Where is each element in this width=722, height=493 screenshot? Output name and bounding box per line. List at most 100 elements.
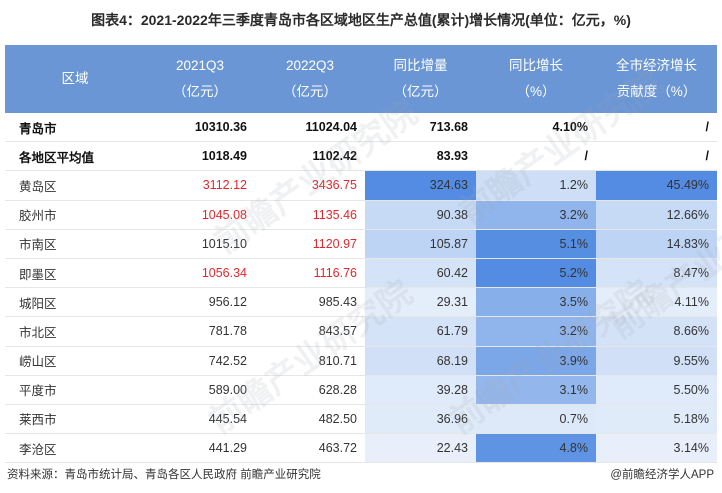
cell-growth: 5.2%: [476, 258, 596, 289]
table-row: 莱西市 445.54 482.50 36.96 0.7% 5.18%: [5, 404, 717, 435]
column-header-label: 全市经济增长: [616, 58, 697, 73]
cell-v2022: 843.57: [255, 316, 365, 347]
cell-v2021: 956.12: [145, 287, 255, 318]
cell-v2021: 1045.08: [145, 200, 255, 230]
column-header-0: 区域: [5, 45, 145, 113]
table-body: 青岛市 10310.36 11024.04 713.68 4.10% / 各地区平均值 101…: [5, 113, 717, 464]
column-header-3: 同比增量 （亿元）: [365, 45, 476, 113]
source-note: 资料来源：青岛市统计局、青岛各区人民政府 前瞻产业研究院: [7, 469, 321, 481]
cell-v2021: 441.29: [145, 433, 255, 464]
cell-region: 各地区平均值: [5, 141, 145, 172]
cell-v2021: 1015.10: [145, 229, 255, 259]
cell-v2021: 445.54: [145, 404, 255, 435]
cell-v2022: 1102.42: [255, 141, 365, 172]
cell-region: 即墨区: [5, 258, 145, 289]
column-header-label: 2022Q3: [285, 58, 335, 73]
data-table: 区域 2021Q3 （亿元） 2022Q3 （亿元） 同比增量 （亿元） 同比增长 （%） 全市经…: [5, 45, 717, 464]
cell-contribution: 45.49%: [596, 170, 717, 201]
column-header-unit: （亿元）: [393, 84, 448, 99]
cell-contribution: 5.50%: [596, 375, 717, 405]
cell-growth: /: [476, 141, 596, 172]
cell-v2022: 810.71: [255, 346, 365, 376]
cell-contribution: /: [596, 113, 717, 143]
table-row: 青岛市 10310.36 11024.04 713.68 4.10% /: [5, 113, 717, 143]
cell-increase: 83.93: [365, 141, 476, 172]
cell-region: 平度市: [5, 375, 145, 405]
cell-increase: 36.96: [365, 404, 476, 435]
cell-v2022: 1135.46: [255, 200, 365, 230]
table-row: 李沧区 441.29 463.72 22.43 4.8% 3.14%: [5, 433, 717, 464]
cell-growth: 4.8%: [476, 433, 596, 464]
column-header-unit: （亿元）: [283, 84, 337, 99]
cell-contribution: 3.14%: [596, 433, 717, 464]
cell-increase: 29.31: [365, 287, 476, 318]
table-row: 平度市 589.00 628.28 39.28 3.1% 5.50%: [5, 375, 717, 405]
column-header-label: 2021Q3: [175, 58, 225, 73]
table-row: 市南区 1015.10 1120.97 105.87 5.1% 14.83%: [5, 229, 717, 259]
cell-increase: 105.87: [365, 229, 476, 259]
cell-contribution: /: [596, 141, 717, 172]
cell-growth: 1.2%: [476, 170, 596, 201]
cell-v2022: 1120.97: [255, 229, 365, 259]
cell-growth: 0.7%: [476, 404, 596, 435]
column-header-label: 同比增量: [393, 58, 448, 73]
cell-growth: 3.9%: [476, 346, 596, 376]
brand-credit: @前瞻经济学人APP: [610, 469, 714, 481]
chart-title: 图表4：2021-2022年三季度青岛市各区域地区生产总值(累计)增长情况(单位…: [91, 12, 631, 28]
cell-contribution: 5.18%: [596, 404, 717, 435]
cell-region: 崂山区: [5, 346, 145, 376]
cell-contribution: 12.66%: [596, 200, 717, 230]
cell-v2022: 985.43: [255, 287, 365, 318]
table-row: 黄岛区 3112.12 3436.75 324.63 1.2% 45.49%: [5, 170, 717, 201]
cell-v2022: 463.72: [255, 433, 365, 464]
cell-region: 胶州市: [5, 200, 145, 230]
column-header-1: 2021Q3 （亿元）: [145, 45, 255, 113]
cell-growth: 3.1%: [476, 375, 596, 405]
cell-v2021: 10310.36: [145, 113, 255, 143]
cell-v2021: 781.78: [145, 316, 255, 347]
cell-v2022: 11024.04: [255, 113, 365, 143]
cell-v2021: 3112.12: [145, 170, 255, 201]
column-header-4: 同比增长 （%）: [476, 45, 596, 113]
cell-increase: 22.43: [365, 433, 476, 464]
column-header-label: 同比增长: [509, 58, 563, 73]
cell-region: 市北区: [5, 316, 145, 347]
cell-increase: 324.63: [365, 170, 476, 201]
cell-v2021: 589.00: [145, 375, 255, 405]
cell-contribution: 9.55%: [596, 346, 717, 376]
cell-contribution: 8.66%: [596, 316, 717, 347]
table-row: 城阳区 956.12 985.43 29.31 3.5% 4.11%: [5, 287, 717, 318]
cell-increase: 713.68: [365, 113, 476, 143]
cell-increase: 68.19: [365, 346, 476, 376]
cell-contribution: 8.47%: [596, 258, 717, 289]
cell-growth: 4.10%: [476, 113, 596, 143]
column-header-label: 区域: [61, 71, 89, 86]
table-head: 区域 2021Q3 （亿元） 2022Q3 （亿元） 同比增量 （亿元） 同比增长 （%） 全市经…: [5, 45, 717, 113]
cell-growth: 5.1%: [476, 229, 596, 259]
cell-v2022: 482.50: [255, 404, 365, 435]
table-row: 胶州市 1045.08 1135.46 90.38 3.2% 12.66%: [5, 200, 717, 230]
table-row: 崂山区 742.52 810.71 68.19 3.9% 9.55%: [5, 346, 717, 376]
cell-increase: 61.79: [365, 316, 476, 347]
cell-v2021: 1018.49: [145, 141, 255, 172]
cell-growth: 3.5%: [476, 287, 596, 318]
cell-region: 黄岛区: [5, 170, 145, 201]
table-row: 市北区 781.78 843.57 61.79 3.2% 8.66%: [5, 316, 717, 347]
cell-contribution: 14.83%: [596, 229, 717, 259]
cell-growth: 3.2%: [476, 316, 596, 347]
column-header-2: 2022Q3 （亿元）: [255, 45, 365, 113]
cell-v2022: 628.28: [255, 375, 365, 405]
header-row: 区域 2021Q3 （亿元） 2022Q3 （亿元） 同比增量 （亿元） 同比增长 （%） 全市经…: [5, 45, 717, 113]
cell-region: 城阳区: [5, 287, 145, 318]
cell-region: 青岛市: [5, 113, 145, 143]
cell-v2021: 1056.34: [145, 258, 255, 289]
column-header-unit: 贡献度（%）: [616, 84, 697, 99]
cell-v2022: 1116.76: [255, 258, 365, 289]
cell-increase: 90.38: [365, 200, 476, 230]
cell-region: 莱西市: [5, 404, 145, 435]
cell-region: 李沧区: [5, 433, 145, 464]
cell-v2021: 742.52: [145, 346, 255, 376]
column-header-unit: （亿元）: [173, 84, 227, 99]
table-row: 各地区平均值 1018.49 1102.42 83.93//: [5, 141, 717, 172]
cell-v2022: 3436.75: [255, 170, 365, 201]
